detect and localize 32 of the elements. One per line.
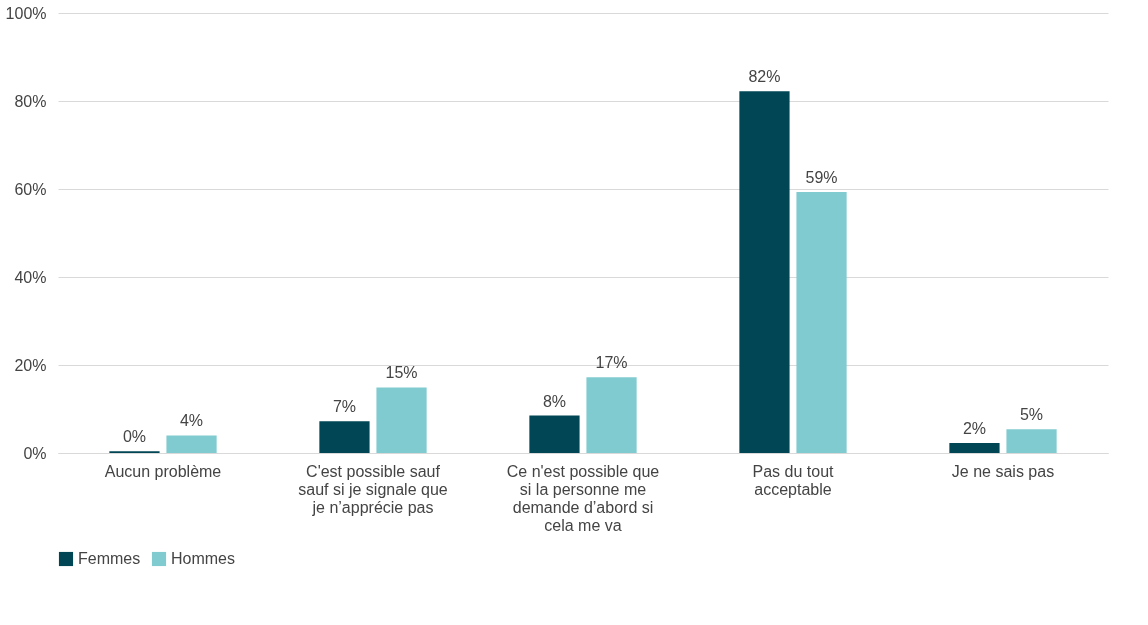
y-tick-label: 100% [5, 4, 47, 22]
data-label: 7% [332, 398, 357, 416]
y-tick-label: 80% [14, 92, 47, 110]
bar [376, 387, 427, 453]
bar [319, 421, 370, 453]
bar [949, 442, 1000, 453]
data-label: 0% [122, 428, 147, 446]
data-label: 17% [595, 354, 628, 372]
legend-label: Hommes [171, 550, 236, 567]
data-label: 4% [179, 412, 204, 430]
y-tick-label: 20% [14, 356, 47, 374]
bar [1006, 429, 1057, 453]
bar [166, 435, 217, 453]
x-tick-label: Pas du tout acceptable [752, 462, 835, 498]
data-label: 15% [385, 364, 418, 382]
bar [739, 91, 790, 453]
x-tick-label: Ce n'est possible que si la personne me demande d’abord si cela me va [506, 462, 660, 534]
y-tick-label: 40% [14, 268, 47, 286]
bar [529, 415, 580, 453]
y-tick-label: 0% [23, 444, 47, 462]
x-tick-label: C'est possible sauf sauf si je signale que je n’apprécie pas [298, 462, 448, 516]
x-tick-label: Aucun problème [104, 462, 222, 480]
data-label: 59% [805, 169, 838, 187]
data-label: 5% [1019, 406, 1044, 424]
data-label: 8% [542, 392, 567, 410]
data-label: 82% [748, 68, 781, 86]
bar [586, 377, 637, 453]
legend-label: Femmes [78, 550, 141, 567]
data-label: 2% [962, 419, 987, 437]
x-tick-label: Je ne sais pas [951, 462, 1055, 480]
y-tick-label: 60% [14, 180, 47, 198]
bar [796, 192, 847, 453]
